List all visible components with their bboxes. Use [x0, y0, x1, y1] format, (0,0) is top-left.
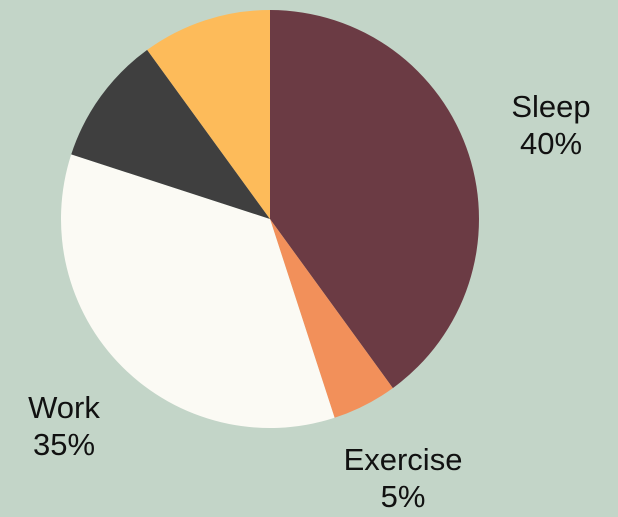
slice-label-sleep-value: 40%: [519, 126, 583, 161]
pie-slice-unlabeled-3: [71, 49, 270, 219]
pie-slice-exercise: [270, 219, 393, 418]
slice-label-sleep-name: Sleep: [511, 89, 591, 124]
slice-label-exercise-name: Exercise: [343, 442, 463, 477]
slice-label-work-name: Work: [28, 390, 100, 425]
pie-slice-sleep: [270, 10, 479, 389]
pie-slice-unlabeled-4: [147, 10, 270, 219]
slice-label-work: Work 35%: [14, 389, 114, 463]
slice-label-exercise: Exercise 5%: [318, 441, 488, 515]
slice-label-work-value: 35%: [32, 427, 96, 462]
slice-label-exercise-value: 5%: [380, 479, 426, 514]
pie-slice-work: [60, 154, 335, 428]
slice-label-sleep: Sleep 40%: [498, 88, 604, 162]
